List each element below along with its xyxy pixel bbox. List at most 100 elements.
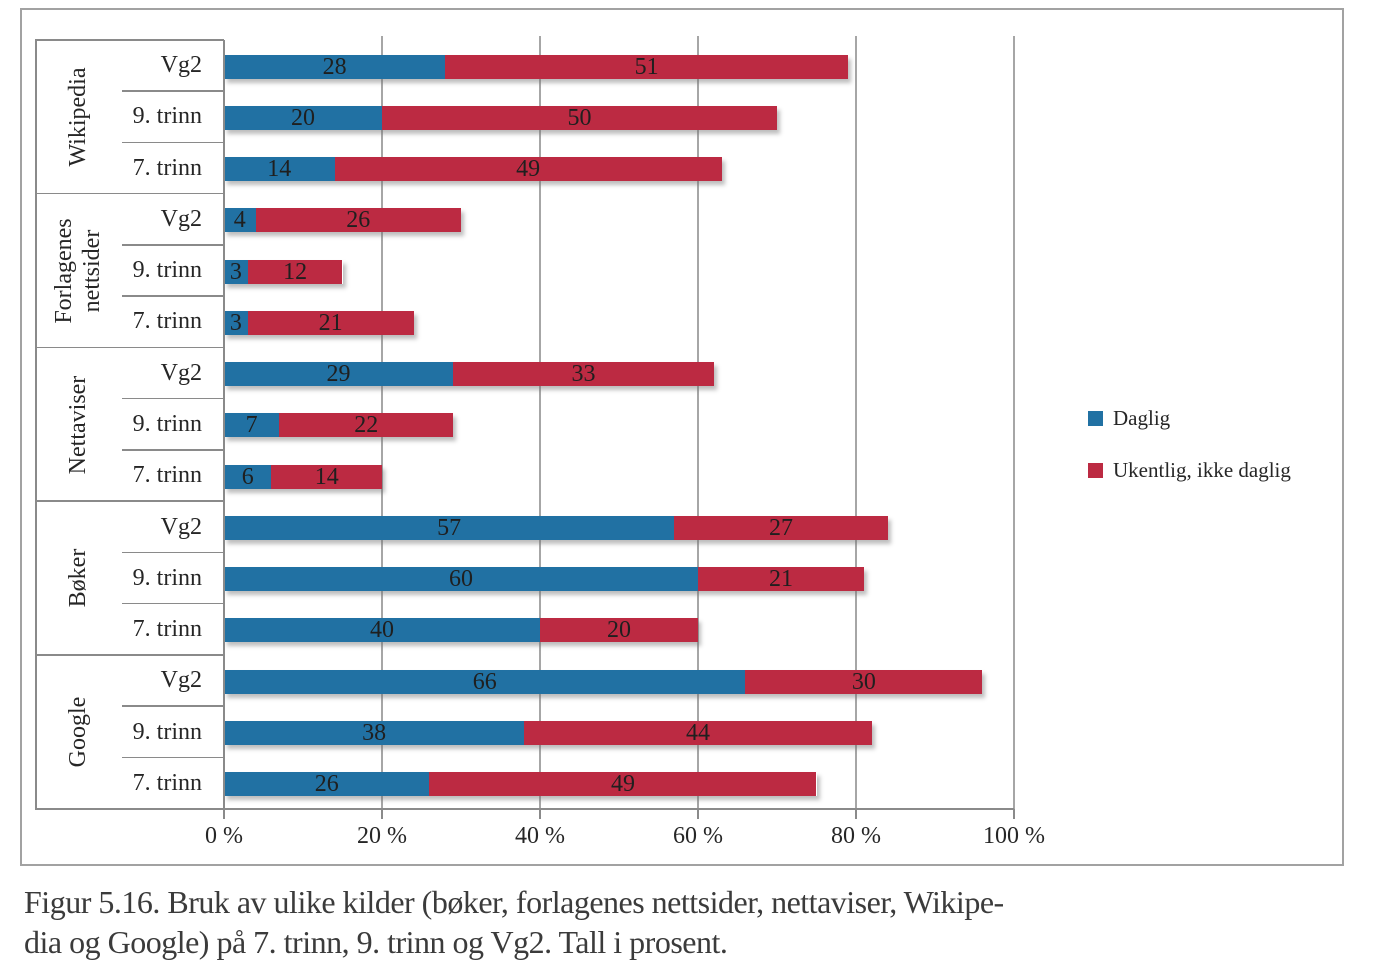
bar-value-label: 20 <box>607 617 631 644</box>
legend: Daglig Ukentlig, ikke daglig <box>1088 408 1291 512</box>
bar-segment-daglig: 38 <box>224 719 525 746</box>
category-row-separator <box>122 90 224 92</box>
bar-segment-daglig: 4 <box>224 208 256 233</box>
bar-segment-daglig: 3 <box>224 310 248 335</box>
bar-row: 6 14 <box>224 463 382 490</box>
bar-value-label: 21 <box>318 309 343 336</box>
category-row-label: 9. trinn <box>132 257 202 284</box>
bar-segment-daglig: 14 <box>224 156 335 183</box>
category-row-label: 7. trinn <box>132 616 202 643</box>
bar-value-label: 6 <box>241 463 254 490</box>
gridline <box>539 36 541 809</box>
bar-segment-ukentlig: 14 <box>271 463 382 490</box>
chart-plot-area: Wikipedia Vg2 28 51 9. trinn 20 50 7. trinn 14 49… <box>22 10 1342 864</box>
bar-value-label: 27 <box>768 514 793 541</box>
bar-segment-ukentlig: 22 <box>279 413 454 438</box>
bar-value-label: 38 <box>362 719 387 746</box>
bar-row: 60 21 <box>224 566 864 593</box>
category-row-separator <box>122 602 224 605</box>
x-axis-tick <box>381 809 383 819</box>
bar-value-label: 49 <box>610 771 635 798</box>
bar-segment-daglig: 29 <box>224 361 454 388</box>
category-row-separator <box>122 141 224 144</box>
category-row-separator <box>122 551 224 554</box>
category-row-separator <box>122 397 224 400</box>
category-area-left-line <box>35 40 37 809</box>
bar-value-label: 20 <box>291 104 315 131</box>
bar-segment-ukentlig: 27 <box>674 514 888 541</box>
category-row-label: 9. trinn <box>132 718 202 745</box>
bar-row: 38 44 <box>224 719 872 746</box>
category-row-separator <box>122 449 224 451</box>
gridline <box>855 36 857 809</box>
category-group-separator <box>35 500 224 502</box>
category-row-label: 9. trinn <box>132 564 202 591</box>
bar-value-label: 40 <box>370 617 394 644</box>
bar-segment-daglig: 7 <box>224 412 280 439</box>
bar-value-label: 60 <box>449 566 473 593</box>
bar-value-label: 66 <box>472 668 497 695</box>
category-group-separator <box>35 654 224 656</box>
category-row-label: 9. trinn <box>132 410 202 437</box>
bar-row: 57 27 <box>224 514 888 541</box>
legend-swatch-ukentlig <box>1088 463 1103 478</box>
bar-row: 20 50 <box>224 104 777 131</box>
bar-segment-ukentlig: 21 <box>247 309 414 336</box>
bar-row: 3 12 <box>224 258 343 285</box>
bar-value-label: 29 <box>326 361 351 388</box>
category-row-separator <box>122 756 224 759</box>
category-row-label: Vg2 <box>160 205 202 232</box>
bar-segment-ukentlig: 49 <box>429 771 817 798</box>
bar-value-label: 57 <box>437 514 462 541</box>
category-group-separator <box>35 192 224 195</box>
figure-frame: Wikipedia Vg2 28 51 9. trinn 20 50 7. trinn 14 49… <box>20 8 1344 866</box>
bar-row: 66 30 <box>224 668 983 695</box>
bar-segment-ukentlig: 30 <box>745 668 983 695</box>
bar-segment-ukentlig: 49 <box>334 156 722 183</box>
category-row-label: Vg2 <box>160 513 202 540</box>
legend-item: Daglig <box>1088 408 1291 429</box>
x-axis-tick-label: 60 % <box>673 823 723 849</box>
x-axis-tick <box>223 809 225 819</box>
bar-value-label: 50 <box>567 104 592 131</box>
gridline <box>697 36 699 809</box>
category-row-label: Vg2 <box>160 667 202 694</box>
category-group-separator <box>35 346 224 349</box>
caption-line-1: Figur 5.16. Bruk av ulike kilder (bøker,… <box>24 884 1004 920</box>
bar-value-label: 51 <box>634 53 659 80</box>
bar-segment-ukentlig: 50 <box>382 104 777 131</box>
category-row-separator <box>122 295 224 297</box>
x-axis-tick <box>855 809 857 819</box>
bar-segment-ukentlig: 33 <box>453 362 714 387</box>
category-row-label: 7. trinn <box>132 154 202 181</box>
bar-value-label: 14 <box>314 463 339 490</box>
bar-row: 26 49 <box>224 771 817 798</box>
bar-row: 3 21 <box>224 309 414 336</box>
x-axis-tick-label: 80 % <box>831 823 881 849</box>
bar-value-label: 26 <box>314 771 339 798</box>
bar-row: 40 20 <box>224 617 698 644</box>
bar-value-label: 30 <box>851 668 876 695</box>
bar-value-label: 3 <box>229 258 242 285</box>
bar-value-label: 21 <box>768 566 793 593</box>
category-axis-line <box>223 40 225 809</box>
bar-row: 7 22 <box>224 412 454 439</box>
x-axis-tick-label: 0 % <box>205 823 243 849</box>
category-row-separator <box>122 244 224 246</box>
legend-label: Ukentlig, ikke daglig <box>1113 458 1291 482</box>
x-axis-tick <box>1013 809 1015 819</box>
bar-segment-ukentlig: 26 <box>255 207 461 234</box>
bar-value-label: 14 <box>267 156 292 183</box>
bar-value-label: 28 <box>322 53 347 80</box>
category-row-label: Vg2 <box>160 359 202 386</box>
category-row-separator <box>122 705 224 707</box>
bar-value-label: 26 <box>346 207 371 234</box>
bar-row: 28 51 <box>224 53 849 80</box>
bar-value-label: 7 <box>245 412 258 439</box>
bar-row: 29 33 <box>224 361 714 388</box>
bar-value-label: 49 <box>516 156 541 183</box>
bar-segment-daglig: 26 <box>224 771 430 798</box>
category-row-label: 7. trinn <box>132 308 202 335</box>
category-row-label: Vg2 <box>160 52 202 79</box>
category-row-label: 7. trinn <box>132 462 202 489</box>
